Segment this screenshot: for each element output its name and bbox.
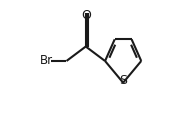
Text: Br: Br [40, 55, 53, 67]
Text: O: O [81, 9, 91, 22]
Text: S: S [119, 74, 127, 87]
